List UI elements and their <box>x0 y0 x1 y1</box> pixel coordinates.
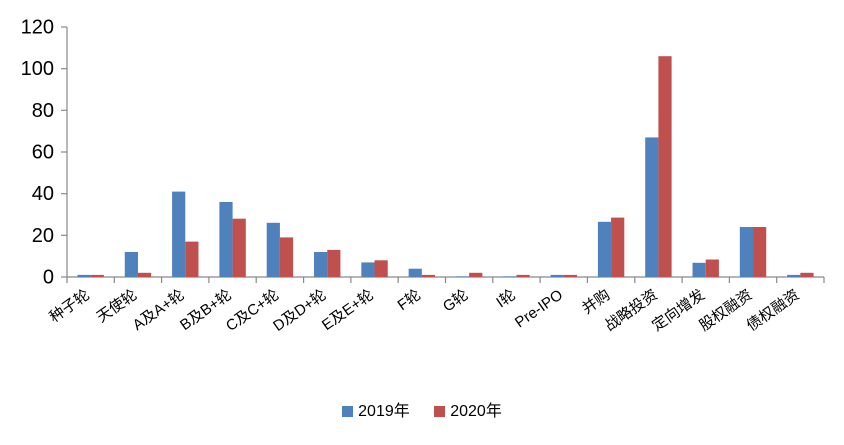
svg-text:120: 120 <box>21 17 54 39</box>
svg-text:A及A+轮: A及A+轮 <box>130 286 188 334</box>
svg-text:种子轮: 种子轮 <box>46 286 93 326</box>
svg-text:100: 100 <box>21 58 54 80</box>
svg-text:债权融资: 债权融资 <box>744 286 803 334</box>
svg-text:80: 80 <box>32 100 54 122</box>
svg-text:60: 60 <box>32 142 54 164</box>
svg-text:F轮: F轮 <box>395 286 425 314</box>
svg-text:C及C+轮: C及C+轮 <box>223 286 282 335</box>
svg-text:股权融资: 股权融资 <box>696 286 755 334</box>
svg-text:E及E+轮: E及E+轮 <box>319 286 377 334</box>
svg-text:0: 0 <box>43 267 54 289</box>
svg-text:并购: 并购 <box>579 286 613 317</box>
svg-text:Pre-IPO: Pre-IPO <box>512 286 566 331</box>
svg-text:G轮: G轮 <box>440 286 472 315</box>
svg-text:战略投资: 战略投资 <box>602 286 661 334</box>
svg-text:40: 40 <box>32 183 54 205</box>
svg-text:I轮: I轮 <box>493 286 518 311</box>
svg-text:20: 20 <box>32 225 54 247</box>
svg-text:定向增发: 定向增发 <box>649 286 708 334</box>
svg-text:D及D+轮: D及D+轮 <box>270 286 329 335</box>
